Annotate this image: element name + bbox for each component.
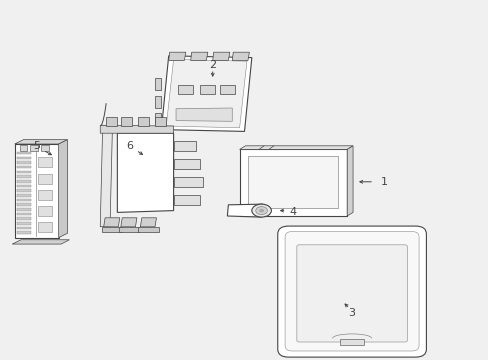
Bar [178, 85, 193, 94]
Bar [41, 145, 49, 151]
Circle shape [259, 209, 264, 212]
Polygon shape [190, 52, 207, 60]
Polygon shape [12, 240, 69, 244]
Bar [17, 152, 31, 154]
Polygon shape [173, 177, 203, 187]
Bar [220, 85, 234, 94]
Polygon shape [176, 108, 232, 121]
Polygon shape [138, 227, 159, 232]
Polygon shape [239, 146, 352, 149]
Bar [17, 189, 31, 192]
Polygon shape [100, 125, 112, 227]
Ellipse shape [251, 204, 271, 217]
Bar [17, 185, 31, 187]
Polygon shape [173, 141, 195, 151]
Bar [17, 175, 31, 178]
FancyBboxPatch shape [277, 226, 426, 357]
Ellipse shape [255, 207, 267, 215]
Text: 2: 2 [209, 60, 216, 70]
Bar [17, 161, 31, 164]
Bar [17, 208, 31, 211]
Bar [17, 194, 31, 197]
FancyBboxPatch shape [296, 245, 407, 342]
Polygon shape [173, 159, 200, 169]
Bar [17, 166, 31, 168]
Bar [17, 227, 31, 229]
Bar [17, 217, 31, 220]
Text: 6: 6 [126, 141, 133, 151]
Polygon shape [117, 133, 173, 212]
Bar [17, 199, 31, 201]
Text: 3: 3 [348, 308, 355, 318]
Polygon shape [15, 144, 59, 238]
Bar [17, 222, 31, 225]
Bar [17, 231, 31, 234]
Polygon shape [102, 227, 122, 232]
Polygon shape [155, 113, 161, 124]
Polygon shape [59, 140, 67, 238]
Polygon shape [239, 149, 346, 216]
Bar [30, 145, 38, 151]
Bar [17, 171, 31, 173]
Polygon shape [103, 218, 120, 227]
Bar [339, 339, 364, 345]
FancyBboxPatch shape [285, 231, 418, 351]
Polygon shape [15, 140, 67, 144]
Text: 1: 1 [380, 177, 386, 187]
Polygon shape [121, 218, 137, 227]
Text: 4: 4 [289, 207, 296, 217]
Polygon shape [100, 125, 173, 133]
Polygon shape [155, 117, 166, 126]
Bar [17, 157, 31, 159]
Polygon shape [212, 52, 229, 60]
Polygon shape [155, 96, 161, 108]
Polygon shape [138, 117, 149, 126]
Bar [38, 174, 52, 184]
Polygon shape [173, 195, 200, 205]
Polygon shape [106, 117, 117, 126]
Bar [20, 145, 27, 151]
Polygon shape [140, 218, 156, 227]
Bar [200, 85, 215, 94]
Bar [17, 180, 31, 183]
Text: 5: 5 [33, 141, 40, 151]
Polygon shape [121, 117, 132, 126]
Polygon shape [168, 52, 185, 60]
Polygon shape [232, 52, 249, 60]
Bar [38, 206, 52, 216]
Polygon shape [161, 56, 251, 131]
Bar [38, 190, 52, 200]
Bar [17, 213, 31, 215]
Polygon shape [155, 78, 161, 90]
Bar [17, 203, 31, 206]
Polygon shape [248, 156, 338, 208]
Polygon shape [166, 59, 246, 128]
Polygon shape [346, 146, 352, 216]
Bar [38, 222, 52, 232]
Bar [38, 157, 52, 167]
Polygon shape [227, 204, 262, 217]
Polygon shape [119, 227, 139, 232]
